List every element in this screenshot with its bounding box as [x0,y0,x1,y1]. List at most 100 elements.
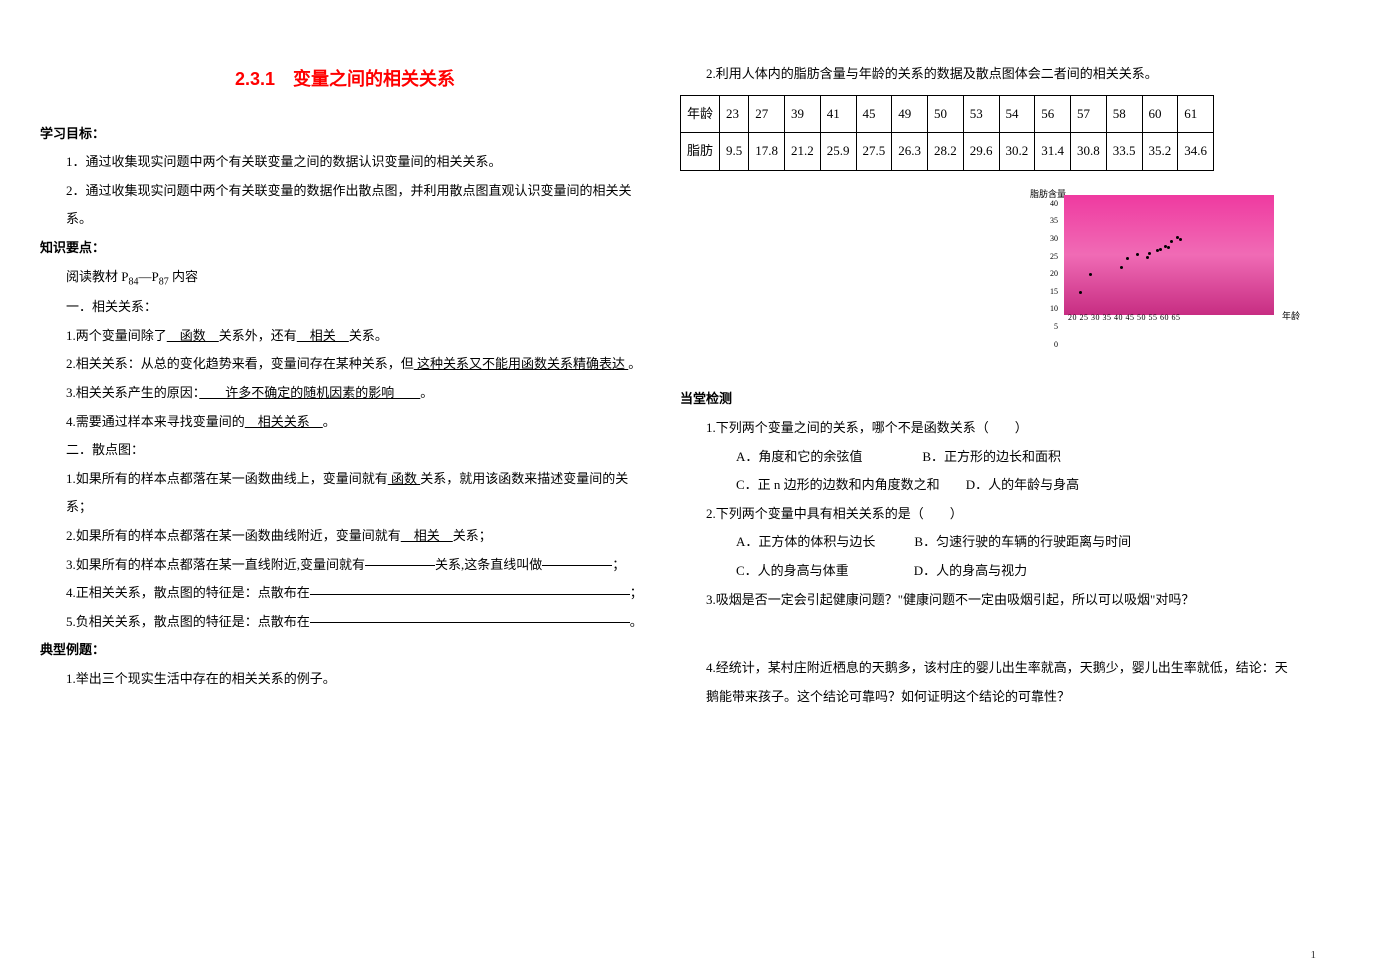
k4a: 4.需要通过样本来寻找变量间的 [66,414,245,429]
ytick: 5 [1050,318,1058,336]
scatter-point [1167,246,1170,249]
k-2: 2.相关关系：从总的变化趋势来看，变量间存在某种关系，但 这种关系又不能用函数关… [40,350,650,379]
scatter-point [1136,253,1139,256]
q1-opt-c: C．正 n 边形的边数和内角度数之和 [736,477,940,492]
cell: 33.5 [1106,133,1142,171]
chart-y-label: 脂肪含量 [1030,185,1066,205]
read-sub1: 84 [128,276,138,287]
goals-heading: 学习目标： [40,120,650,149]
cell: 56 [1035,95,1071,133]
cell: 30.2 [999,133,1035,171]
s-5: 5.负相关关系，散点图的特征是：点散布在。 [40,608,650,637]
s5a: 5.负相关关系，散点图的特征是：点散布在 [66,614,310,629]
chart-x-label: 年龄 [1282,307,1300,327]
chart-y-ticks: 40 35 30 25 20 15 10 5 0 [1050,195,1058,315]
cell: 58 [1106,95,1142,133]
s-2: 2.如果所有的样本点都落在某一函数曲线附近，变量间就有 相关 关系； [40,522,650,551]
s4a: 4.正相关关系，散点图的特征是：点散布在 [66,585,310,600]
scatter-point [1120,266,1123,269]
cell: 53 [963,95,999,133]
scatter-point [1179,238,1182,241]
read-tail: 内容 [169,269,198,284]
read-textbook: 阅读教材 P84—P87 内容 [40,263,650,294]
s2-u: 相关 [401,528,453,543]
q1-opt-d: D．人的年龄与身高 [966,477,1079,492]
blank-3a [365,565,435,566]
knowledge-heading: 知识要点： [40,234,650,263]
quiz-q4: 4.经统计，某村庄附近栖息的天鹅多，该村庄的婴儿出生率就高，天鹅少，婴儿出生率就… [680,654,1290,711]
scatter-chart-wrap: 脂肪含量 40 35 30 25 20 15 10 5 0 20 25 30 3… [680,185,1290,346]
k-3: 3.相关关系产生的原因： 许多不确定的随机因素的影响 。 [40,379,650,408]
cell: 54 [999,95,1035,133]
table-row: 脂肪 9.5 17.8 21.2 25.9 27.5 26.3 28.2 29.… [681,133,1214,171]
ytick: 30 [1050,230,1058,248]
k2-u: 这种关系又不能用函数关系精确表达 [414,356,629,371]
cell: 28.2 [928,133,964,171]
scatter-point [1146,256,1149,259]
ytick: 10 [1050,300,1058,318]
q1-opt-b: B．正方形的边长和面积 [922,449,1061,464]
cell: 26.3 [892,133,928,171]
age-fat-table: 年龄 23 27 39 41 45 49 50 53 54 56 57 58 6… [680,95,1214,171]
q2-opt-c: C．人的身高与体重 [736,563,849,578]
scatter-point [1126,257,1129,260]
cell: 23 [720,95,749,133]
ytick: 40 [1050,195,1058,213]
example-2: 2.利用人体内的脂肪含量与年龄的关系的数据及散点图体会二者间的相关关系。 [680,60,1290,89]
cell: 21.2 [785,133,821,171]
k1c: 关系。 [349,328,388,343]
cell: 61 [1178,95,1214,133]
cell: 30.8 [1071,133,1107,171]
q1-options-row2: C．正 n 边形的边数和内角度数之和 D．人的年龄与身高 [680,471,1290,500]
k-4: 4.需要通过样本来寻找变量间的 相关关系 。 [40,408,650,437]
s3c: ； [612,557,625,572]
quiz-q1: 1.下列两个变量之间的关系，哪个不是函数关系（ ） [680,414,1290,443]
cell: 60 [1142,95,1178,133]
s-4: 4.正相关关系，散点图的特征是：点散布在 ； [40,579,650,608]
table-row: 年龄 23 27 39 41 45 49 50 53 54 56 57 58 6… [681,95,1214,133]
quiz-q3: 3.吸烟是否一定会引起健康问题？"健康问题不一定由吸烟引起，所以可以吸烟"对吗？ [680,586,1290,615]
scatter-chart: 脂肪含量 40 35 30 25 20 15 10 5 0 20 25 30 3… [1030,185,1290,335]
ytick: 25 [1050,248,1058,266]
k4b: 。 [323,414,336,429]
cell: 39 [785,95,821,133]
q1-opt-a: A．角度和它的余弦值 [736,449,862,464]
cell: 34.6 [1178,133,1214,171]
cell: 49 [892,95,928,133]
s-1-wrap: 1.如果所有的样本点都落在某一函数曲线上，变量间就有 函数 关系，就用该函数来描… [40,465,650,522]
cell: 29.6 [963,133,999,171]
s1a: 1.如果所有的样本点都落在某一函数曲线上，变量间就有 [66,471,388,486]
q2-options-row2: C．人的身高与体重 D．人的身高与视力 [680,557,1290,586]
cell: 9.5 [720,133,749,171]
doc-title: 2.3.1 变量之间的相关关系 [40,60,650,100]
quiz-q2: 2.下列两个变量中具有相关关系的是（ ） [680,500,1290,529]
cell: 31.4 [1035,133,1071,171]
scatter-point [1148,252,1151,255]
scatter-point [1079,291,1082,294]
s1-u: 函数 [388,471,421,486]
k1-u2: 相关 [297,328,349,343]
q2-opt-a: A．正方体的体积与边长 [736,534,875,549]
s3b: 关系,这条直线叫做 [435,557,542,572]
k3a: 3.相关关系产生的原因： [66,385,199,400]
cell: 45 [856,95,892,133]
ytick: 35 [1050,212,1058,230]
page-container: 2.3.1 变量之间的相关关系 学习目标： 1．通过收集现实问题中两个有关联变量… [0,0,1376,731]
s3a: 3.如果所有的样本点都落在某一直线附近,变量间就有 [66,557,365,572]
ytick: 20 [1050,265,1058,283]
sub-two-heading: 二．散点图： [40,436,650,465]
k-1: 1.两个变量间除了 函数 关系外，还有 相关 关系。 [40,322,650,351]
q2-opt-d: D．人的身高与视力 [914,563,1027,578]
goal-2: 2．通过收集现实问题中两个有关联变量的数据作出散点图，并利用散点图直观认识变量间… [40,177,650,234]
goal-1: 1．通过收集现实问题中两个有关联变量之间的数据认识变量间的相关关系。 [40,148,650,177]
blank-3b [542,565,612,566]
cell: 25.9 [820,133,856,171]
k1b: 关系外，还有 [219,328,297,343]
s2b: 关系； [453,528,492,543]
row-head-age: 年龄 [681,95,720,133]
s4b: ； [630,585,643,600]
s-3: 3.如果所有的样本点都落在某一直线附近,变量间就有 关系,这条直线叫做 ； [40,551,650,580]
example-1: 1.举出三个现实生活中存在的相关关系的例子。 [40,665,650,694]
spacer [680,345,1290,385]
spacer [680,614,1290,654]
